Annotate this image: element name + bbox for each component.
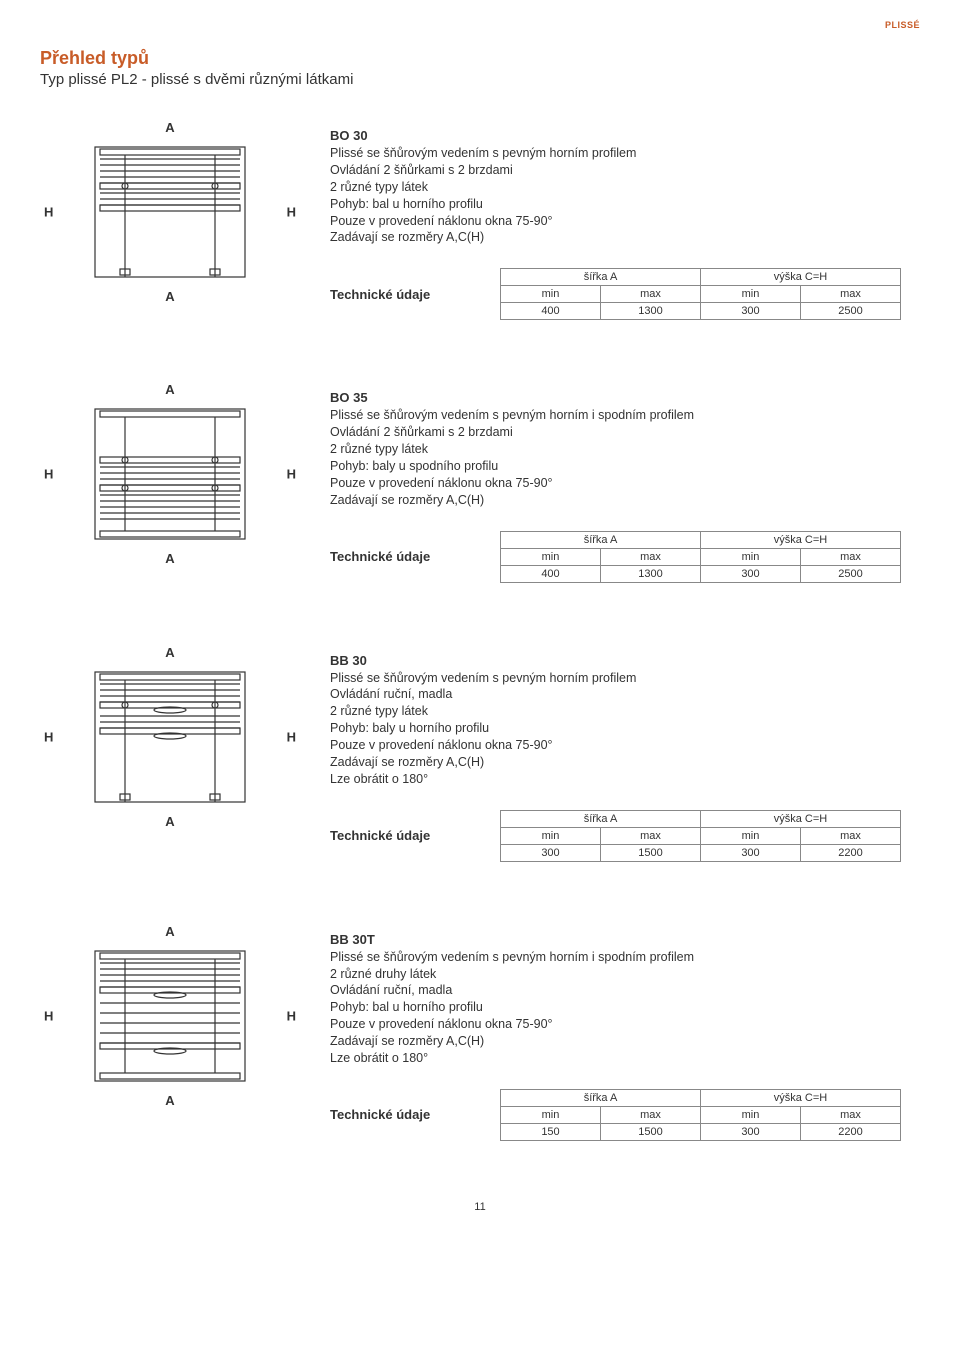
th-min: min [501, 286, 601, 303]
td: 300 [701, 565, 801, 582]
tech-label: Technické údaje [330, 1107, 470, 1122]
th-max: max [601, 286, 701, 303]
type-description: Plissé se šňůrovým vedením s pevným horn… [330, 670, 920, 788]
th-max: max [601, 827, 701, 844]
th-min: min [701, 548, 801, 565]
td: 2500 [801, 303, 901, 320]
col-height: výška C=H [701, 810, 901, 827]
dim-A-bottom: A [40, 1093, 300, 1108]
spec-table: šířka Avýška C=H minmaxminmax 4001300300… [500, 268, 901, 320]
type-description: Plissé se šňůrovým vedením s pevným horn… [330, 407, 920, 508]
type-description: Plissé se šňůrovým vedením s pevným horn… [330, 145, 920, 246]
td: 1300 [601, 303, 701, 320]
td: 2200 [801, 1123, 901, 1140]
dim-A-bottom: A [40, 814, 300, 829]
th-min: min [501, 548, 601, 565]
tech-label: Technické údaje [330, 287, 470, 302]
dim-A-top: A [40, 645, 300, 660]
td: 2500 [801, 565, 901, 582]
type-item: A H H [40, 922, 920, 1141]
type-item: A H H [40, 643, 920, 862]
description-column: BB 30 Plissé se šňůrovým vedením s pevný… [330, 643, 920, 862]
th-max: max [801, 548, 901, 565]
th-min: min [701, 827, 801, 844]
col-height: výška C=H [701, 269, 901, 286]
td: 300 [701, 844, 801, 861]
type-item: A H H [40, 380, 920, 582]
col-width: šířka A [501, 531, 701, 548]
col-width: šířka A [501, 1089, 701, 1106]
dim-H-left: H [44, 1008, 53, 1023]
td: 400 [501, 565, 601, 582]
dim-H-right: H [287, 467, 296, 482]
type-code: BB 30T [330, 932, 920, 947]
diagram-bo30 [65, 137, 275, 287]
dim-H-left: H [44, 729, 53, 744]
diagram-bo35 [65, 399, 275, 549]
th-max: max [801, 286, 901, 303]
spec-table: šířka Avýška C=H minmaxminmax 1501500300… [500, 1089, 901, 1141]
col-width: šířka A [501, 269, 701, 286]
td: 2200 [801, 844, 901, 861]
figure-column: A H H [40, 643, 300, 831]
dim-H-left: H [44, 467, 53, 482]
dim-H-right: H [287, 205, 296, 220]
th-max: max [801, 827, 901, 844]
col-height: výška C=H [701, 531, 901, 548]
th-max: max [801, 1106, 901, 1123]
page-title: Přehled typů [40, 48, 920, 69]
type-code: BO 35 [330, 390, 920, 405]
col-width: šířka A [501, 810, 701, 827]
type-code: BB 30 [330, 653, 920, 668]
figure-column: A H H [40, 380, 300, 568]
brand-header: PLISSÉ [40, 20, 920, 30]
td: 1300 [601, 565, 701, 582]
page-number: 11 [40, 1201, 920, 1213]
tech-label: Technické údaje [330, 549, 470, 564]
td: 1500 [601, 844, 701, 861]
th-min: min [501, 827, 601, 844]
dim-A-top: A [40, 924, 300, 939]
td: 300 [701, 303, 801, 320]
spec-table: šířka Avýška C=H minmaxminmax 4001300300… [500, 531, 901, 583]
tech-label: Technické údaje [330, 828, 470, 843]
td: 300 [501, 844, 601, 861]
dim-H-left: H [44, 205, 53, 220]
type-item: A H H [40, 118, 920, 320]
dim-A-bottom: A [40, 551, 300, 566]
figure-column: A H H [40, 118, 300, 306]
page-subtitle: Typ plissé PL2 - plissé s dvěmi různými … [40, 71, 920, 88]
description-column: BO 35 Plissé se šňůrovým vedením s pevný… [330, 380, 920, 582]
spec-table: šířka Avýška C=H minmaxminmax 3001500300… [500, 810, 901, 862]
th-min: min [501, 1106, 601, 1123]
figure-column: A H H [40, 922, 300, 1110]
diagram-bb30t [65, 941, 275, 1091]
diagram-bb30 [65, 662, 275, 812]
type-description: Plissé se šňůrovým vedením s pevným horn… [330, 949, 920, 1067]
td: 400 [501, 303, 601, 320]
dim-A-top: A [40, 382, 300, 397]
dim-A-top: A [40, 120, 300, 135]
td: 300 [701, 1123, 801, 1140]
dim-H-right: H [287, 729, 296, 744]
td: 1500 [601, 1123, 701, 1140]
description-column: BO 30 Plissé se šňůrovým vedením s pevný… [330, 118, 920, 320]
type-code: BO 30 [330, 128, 920, 143]
th-max: max [601, 1106, 701, 1123]
td: 150 [501, 1123, 601, 1140]
col-height: výška C=H [701, 1089, 901, 1106]
dim-H-right: H [287, 1008, 296, 1023]
th-max: max [601, 548, 701, 565]
th-min: min [701, 286, 801, 303]
description-column: BB 30T Plissé se šňůrovým vedením s pevn… [330, 922, 920, 1141]
th-min: min [701, 1106, 801, 1123]
dim-A-bottom: A [40, 289, 300, 304]
